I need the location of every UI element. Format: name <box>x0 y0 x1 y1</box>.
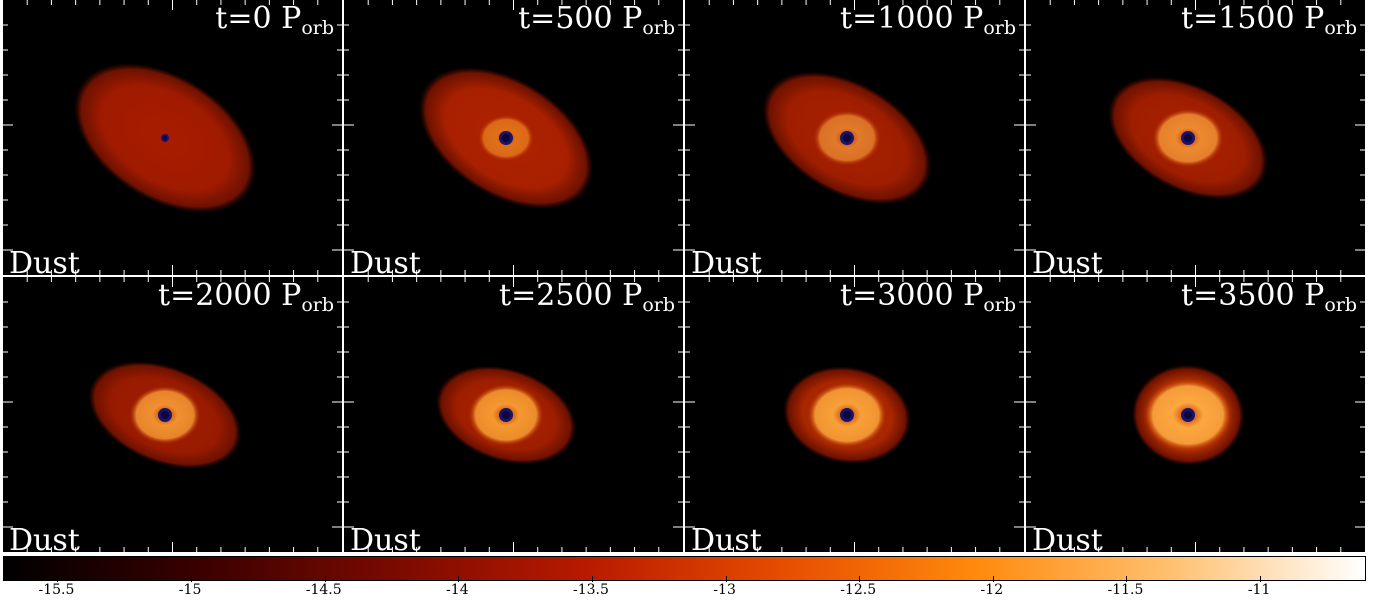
dust-density-map <box>762 71 932 205</box>
colorbar-tick-label: -14 <box>446 582 469 598</box>
snapshot-panel: t=1500 Porb Dust <box>1026 0 1365 275</box>
time-value: t=3500 P <box>1181 278 1325 313</box>
species-label: Dust <box>1032 523 1103 553</box>
snapshot-panel: t=1000 Porb Dust <box>685 0 1024 275</box>
time-value: t=3000 P <box>840 278 984 313</box>
colorbar-tick-mark <box>1126 576 1128 582</box>
time-value: t=1000 P <box>840 1 984 36</box>
colorbar-tick-mark <box>992 576 994 582</box>
species-label: Dust <box>1032 246 1103 276</box>
time-label: t=1000 Porb <box>840 4 1016 38</box>
snapshot-panel: t=3500 Porb Dust <box>1026 277 1365 552</box>
colorbar-tick-mark <box>591 576 593 582</box>
time-unit-subscript: orb <box>1324 17 1357 39</box>
species-label: Dust <box>691 523 762 553</box>
snapshot-panel: t=2500 Porb Dust <box>344 277 683 552</box>
snapshot-panel: t=2000 Porb Dust <box>3 277 342 552</box>
colorbar-tick-mark <box>725 576 727 582</box>
time-label: t=3500 Porb <box>1181 281 1357 315</box>
dust-density-map <box>74 63 256 213</box>
time-unit-subscript: orb <box>301 17 334 39</box>
time-value: t=2000 P <box>158 278 302 313</box>
time-label: t=2000 Porb <box>158 281 334 315</box>
colorbar-tick-label: -13.5 <box>573 582 609 598</box>
dust-density-map <box>1108 76 1268 200</box>
species-label: Dust <box>350 523 421 553</box>
dust-density-map <box>1132 364 1244 466</box>
dust-density-map <box>418 67 594 209</box>
time-unit-subscript: orb <box>301 294 334 316</box>
colorbar-tick-mark <box>1260 576 1262 582</box>
snapshot-panel: t=3000 Porb Dust <box>685 277 1024 552</box>
snapshot-panel: t=500 Porb Dust <box>344 0 683 275</box>
colorbar-tick-label: -14.5 <box>305 582 342 598</box>
dust-density-map <box>436 365 576 465</box>
species-label: Dust <box>9 246 80 276</box>
time-label: t=500 Porb <box>518 4 675 38</box>
colorbar-tick-mark <box>191 576 193 582</box>
time-value: t=2500 P <box>499 278 643 313</box>
colorbar-tick-label: -13 <box>713 582 736 598</box>
time-label: t=1500 Porb <box>1181 4 1357 38</box>
colorbar-tick-label: -11 <box>1247 582 1271 598</box>
colorbar-gradient <box>3 556 1366 582</box>
colorbar-tick-mark <box>458 576 460 582</box>
colorbar-tick-mark <box>324 576 326 582</box>
time-unit-subscript: orb <box>983 294 1016 316</box>
snapshot-panel: t=0 Porb Dust <box>3 0 342 275</box>
time-label: t=2500 Porb <box>499 281 675 315</box>
time-label: t=3000 Porb <box>840 281 1016 315</box>
colorbar-tick-mark <box>859 576 861 582</box>
colorbar-tick-label: -15.5 <box>38 582 75 598</box>
time-label: t=0 Porb <box>215 4 334 38</box>
colorbar-tick-label: -12.5 <box>840 582 877 598</box>
time-value: t=0 P <box>215 1 302 36</box>
time-value: t=1500 P <box>1181 1 1325 36</box>
colorbar-tick-mark <box>57 576 59 582</box>
colorbar-tick-label: -15 <box>178 582 202 598</box>
time-unit-subscript: orb <box>1324 294 1357 316</box>
species-label: Dust <box>350 246 421 276</box>
colorbar-tick-label: -12 <box>980 582 1004 598</box>
snapshot-grid: t=0 Porb Dust t=500 Porb Dust <box>3 0 1366 552</box>
time-value: t=500 P <box>518 1 643 36</box>
time-unit-subscript: orb <box>642 294 675 316</box>
time-unit-subscript: orb <box>642 17 675 39</box>
time-unit-subscript: orb <box>983 17 1016 39</box>
species-label: Dust <box>9 523 80 553</box>
colorbar: -15.5 -15 -14.5 -14 -13.5 -13 -12.5 -12 -11.5 -11 <box>3 556 1366 612</box>
species-label: Dust <box>691 246 762 276</box>
colorbar-tick-label: -11.5 <box>1107 582 1144 598</box>
dust-density-map <box>783 366 911 464</box>
dust-density-map <box>88 361 242 469</box>
